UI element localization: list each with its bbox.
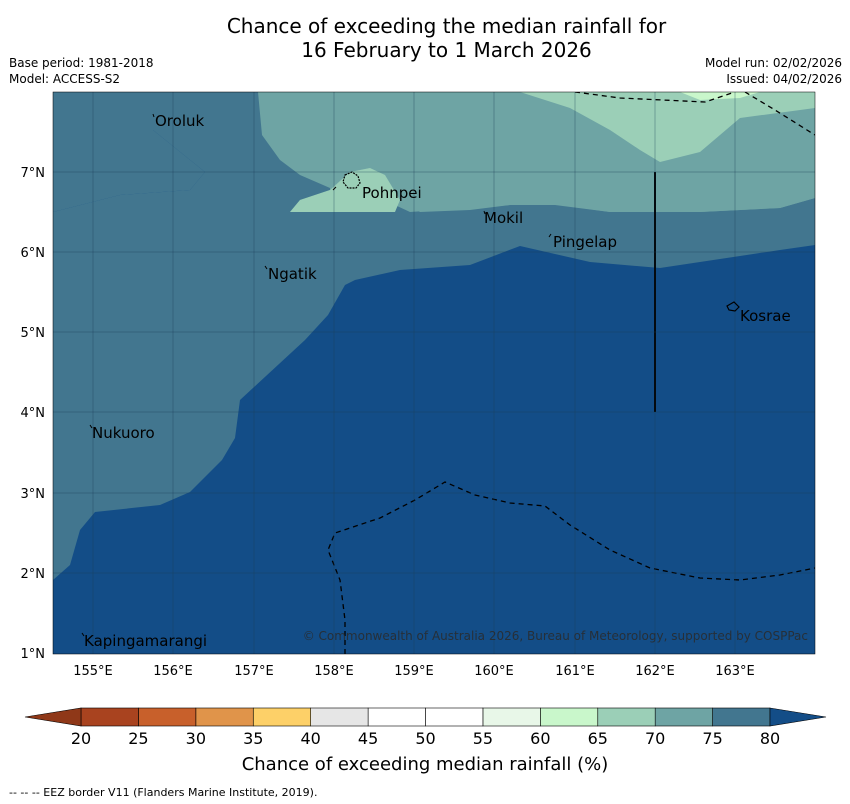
map-title: Chance of exceeding the median rainfall … bbox=[0, 14, 850, 62]
colorbar-segment bbox=[540, 707, 599, 727]
base-period: Base period: 1981-2018 bbox=[9, 56, 154, 70]
kosrae-island-shape bbox=[726, 301, 740, 312]
kapingamarangi-marker bbox=[81, 632, 85, 637]
colorbar-tick: 40 bbox=[300, 729, 321, 748]
place-labels: Oroluk Pohnpei Mokil Pingelap Ngatik Kos… bbox=[84, 112, 791, 650]
region-60-percent bbox=[680, 92, 760, 100]
longitude-ticks: 155°E 156°E 157°E 158°E 159°E 160°E 161°… bbox=[73, 664, 755, 679]
place-nukuoro: Nukuoro bbox=[92, 424, 155, 442]
place-oroluk: Oroluk bbox=[155, 112, 204, 130]
lon-tick: 160°E bbox=[474, 664, 514, 679]
colorbar-tick: 60 bbox=[530, 729, 551, 748]
place-kosrae: Kosrae bbox=[740, 307, 791, 325]
lat-tick: 4°N bbox=[21, 406, 46, 421]
colorbar-tick: 55 bbox=[472, 729, 494, 748]
colorbar-label: Chance of exceeding median rainfall (%) bbox=[241, 754, 609, 775]
colorbar-low-arrow bbox=[24, 707, 82, 727]
lon-tick: 156°E bbox=[153, 664, 193, 679]
lon-tick: 161°E bbox=[555, 664, 595, 679]
colorbar-segment bbox=[80, 707, 139, 727]
region-65-percent bbox=[520, 92, 815, 162]
colorbar-segment bbox=[597, 707, 656, 727]
lon-tick: 155°E bbox=[73, 664, 113, 679]
colorbar-segment bbox=[712, 707, 771, 727]
region-75-percent bbox=[53, 92, 205, 212]
pingelap-marker bbox=[548, 233, 552, 238]
lat-tick: 5°N bbox=[21, 326, 46, 341]
title-line-1: Chance of exceeding the median rainfall … bbox=[226, 14, 667, 38]
colorbar bbox=[24, 707, 827, 727]
colorbar-tick: 50 bbox=[415, 729, 436, 748]
colorbar-segment bbox=[654, 707, 713, 727]
colorbar-segment bbox=[482, 707, 541, 727]
eez-border-northeast bbox=[744, 92, 815, 136]
colorbar-high-arrow bbox=[769, 707, 827, 727]
oroluk-marker bbox=[152, 113, 155, 118]
region-75-percent-band bbox=[53, 92, 815, 580]
meta-right: Model run: 02/02/2026 Issued: 04/02/2026 bbox=[705, 55, 842, 87]
copyright-text: © Commonwealth of Australia 2026, Bureau… bbox=[303, 629, 808, 643]
pohnpei-island-shape bbox=[342, 171, 361, 189]
colorbar-tick: 65 bbox=[587, 729, 608, 748]
model-run: Model run: 02/02/2026 bbox=[704, 56, 842, 70]
nukuoro-marker bbox=[89, 424, 93, 429]
colorbar-tick: 35 bbox=[243, 729, 264, 748]
place-pohnpei: Pohnpei bbox=[362, 184, 422, 202]
ngatik-marker bbox=[264, 265, 268, 270]
colorbar-tick: 75 bbox=[702, 729, 723, 748]
lat-tick: 2°N bbox=[21, 567, 46, 582]
colorbar-segment bbox=[367, 707, 426, 727]
colorbar-tick: 45 bbox=[357, 729, 379, 748]
lon-tick: 162°E bbox=[635, 664, 675, 679]
plot-frame bbox=[52, 91, 816, 655]
colorbar-tick: 30 bbox=[185, 729, 207, 748]
map-plot-area: Oroluk Pohnpei Mokil Pingelap Ngatik Kos… bbox=[53, 92, 815, 654]
colorbar-tick: 20 bbox=[70, 729, 92, 748]
eez-borders bbox=[327, 92, 815, 654]
lat-tick: 7°N bbox=[21, 166, 46, 181]
lon-tick: 157°E bbox=[234, 664, 274, 679]
place-mokil: Mokil bbox=[484, 209, 523, 227]
colorbar-segment bbox=[310, 707, 369, 727]
pohnpei-reef-mark bbox=[332, 186, 337, 191]
colorbar-segment bbox=[138, 707, 197, 727]
lon-tick: 163°E bbox=[715, 664, 755, 679]
place-pingelap: Pingelap bbox=[553, 233, 617, 251]
colorbar-tick: 80 bbox=[759, 729, 781, 748]
colorbar-segment bbox=[195, 707, 254, 727]
colorbar-tick-labels: 20 25 30 35 40 45 50 55 60 65 70 75 80 bbox=[0, 729, 850, 751]
colorbar-tick: 25 bbox=[128, 729, 149, 748]
model-name: Model: ACCESS-S2 bbox=[9, 72, 121, 86]
lon-tick: 158°E bbox=[314, 664, 354, 679]
eez-border-south bbox=[327, 481, 815, 654]
mokil-marker bbox=[483, 210, 486, 215]
colorbar-segment bbox=[425, 707, 484, 727]
lat-tick: 1°N bbox=[21, 647, 46, 662]
place-kapingamarangi: Kapingamarangi bbox=[84, 632, 207, 650]
lat-tick: 6°N bbox=[21, 246, 46, 261]
meta-left: Base period: 1981-2018 Model: ACCESS-S2 bbox=[9, 55, 154, 87]
title-line-2: 16 February to 1 March 2026 bbox=[301, 38, 592, 62]
colorbar-tick: 70 bbox=[644, 729, 666, 748]
region-65-west bbox=[290, 168, 400, 212]
latitude-ticks: 7°N 6°N 5°N 4°N 3°N 2°N 1°N bbox=[21, 166, 46, 662]
lat-tick: 3°N bbox=[21, 487, 46, 502]
issued-date: Issued: 04/02/2026 bbox=[726, 72, 842, 86]
colorbar-segment bbox=[252, 707, 311, 727]
eez-border-north bbox=[574, 92, 736, 103]
lon-tick: 159°E bbox=[394, 664, 434, 679]
place-ngatik: Ngatik bbox=[268, 265, 317, 283]
eez-footnote: -- -- -- EEZ border V11 (Flanders Marine… bbox=[9, 786, 318, 799]
gridlines bbox=[53, 92, 815, 654]
